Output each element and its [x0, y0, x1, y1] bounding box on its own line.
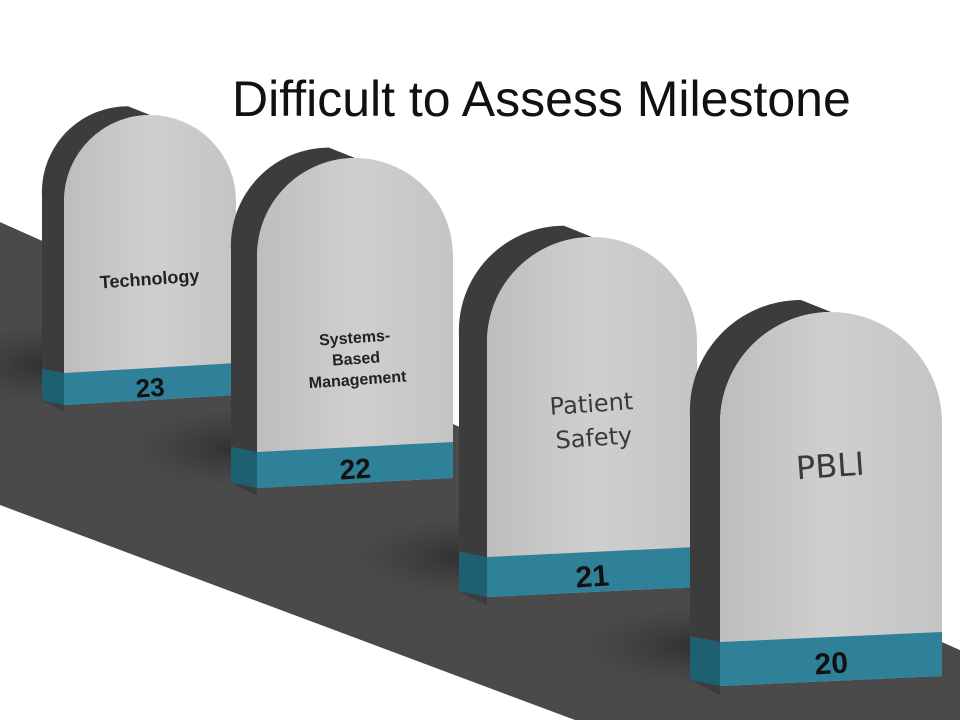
stone-label-line: PBLI [795, 445, 866, 488]
stone-band [257, 442, 453, 488]
stone-band-side [42, 368, 64, 405]
stone-label-line: Patient [549, 387, 634, 421]
stone-label-line: Management [308, 368, 407, 392]
stone-label: PBLI [795, 445, 866, 488]
stone-label-line: Based [332, 349, 381, 369]
stone-face [720, 312, 942, 686]
milestone-20: PBLI 20 [577, 299, 942, 695]
stone-number: 22 [339, 453, 372, 486]
stone-band-side [231, 446, 257, 488]
stone-label-line: Safety [555, 421, 634, 454]
stone-band [487, 547, 697, 597]
stone-label-line: Systems- [319, 328, 391, 350]
stone-face [487, 237, 697, 597]
stone-face [257, 158, 453, 488]
stone-number: 23 [135, 372, 166, 404]
slide-title: Difficult to Assess Milestone [232, 71, 851, 127]
stone-band-side [690, 636, 720, 686]
stone-band [720, 632, 942, 686]
stone-band [64, 363, 236, 405]
stone-band-side [459, 551, 487, 597]
stone-number: 21 [574, 559, 610, 594]
stone-face [64, 115, 236, 405]
stone-number: 20 [813, 646, 849, 681]
